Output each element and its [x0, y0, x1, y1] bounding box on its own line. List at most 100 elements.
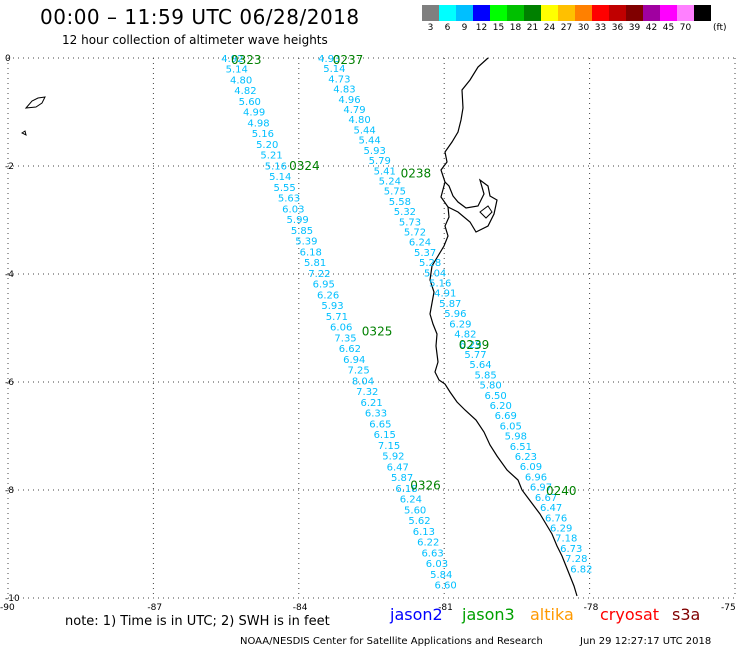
- legend-label: 39: [628, 23, 641, 33]
- wave-height-value: 5.80: [479, 381, 501, 392]
- legend-swatch: [592, 5, 609, 21]
- legend-label: 24: [543, 23, 556, 33]
- axis-tick-labels: 0 -2 -4 -6 -8 -10-90 -87 -84 -81 -78 -75: [0, 54, 736, 613]
- legend-label: 30: [577, 23, 590, 33]
- wave-height-value: 5.21: [260, 151, 282, 162]
- wave-height-value: 5.87: [391, 473, 413, 484]
- wave-height-value: 7.22: [308, 269, 330, 280]
- wave-height-value: 5.55: [273, 183, 295, 194]
- lon-tick-label: -75: [721, 603, 736, 613]
- wave-height-value: 6.21: [361, 398, 383, 409]
- legend-swatch: [677, 5, 694, 21]
- legend-bin: 30: [575, 5, 592, 33]
- legend-label: 15: [492, 23, 505, 33]
- legend-swatch: [524, 5, 541, 21]
- pass-time-label: 0325: [362, 325, 393, 339]
- wave-height-value: 5.85: [291, 226, 313, 237]
- pass-time-label: 0240: [546, 484, 577, 498]
- wave-height-value: 5.62: [408, 516, 430, 527]
- satellite-tracks: 4.925.144.804.825.604.994.985.165.205.21…: [221, 53, 592, 591]
- wave-height-value: 6.60: [435, 581, 457, 592]
- lon-tick-label: -87: [147, 603, 162, 613]
- wave-height-value: 5.63: [278, 194, 300, 205]
- legend-bin: 18: [507, 5, 524, 33]
- satellite-name-jason3: jason3: [462, 605, 515, 624]
- lon-tick-label: -78: [584, 603, 599, 613]
- wave-height-value: 5.73: [399, 217, 421, 228]
- wave-height-value: 6.06: [330, 323, 352, 334]
- wave-height-value: 6.73: [560, 544, 582, 555]
- wave-height-value: 4.83: [333, 85, 355, 96]
- legend-bin: 12: [473, 5, 490, 33]
- satellite-name-jason2: jason2: [390, 605, 443, 624]
- lon-tick-label: -84: [293, 603, 308, 613]
- legend-swatch: [626, 5, 643, 21]
- wave-height-value: 5.24: [379, 176, 401, 187]
- legend-swatch: [422, 5, 439, 21]
- legend-bin: 15: [490, 5, 507, 33]
- wave-height-value: 6.29: [550, 523, 572, 534]
- wave-height-value: 6.50: [485, 391, 507, 402]
- coastline: [21, 57, 578, 597]
- puna-island: [479, 205, 493, 219]
- wave-height-value: 5.58: [389, 197, 411, 208]
- wave-height-value: 5.84: [430, 570, 452, 581]
- gulf-of-guayaquil: [444, 178, 498, 233]
- wave-height-value: 6.18: [395, 484, 417, 495]
- wave-height-value: 6.20: [490, 401, 512, 412]
- wave-height-value: 5.32: [394, 207, 416, 218]
- legend-swatch: [473, 5, 490, 21]
- color-legend: 3 6 9 12 15 18 21 24 27 30 33 36 39 42 45 70 (ft): [422, 5, 727, 33]
- wave-height-value: 4.82: [234, 86, 256, 97]
- wave-height-value: 4.91: [434, 289, 456, 300]
- lon-tick-label: -81: [438, 603, 453, 613]
- lat-tick-label: -8: [5, 486, 14, 496]
- legend-bin: 21: [524, 5, 541, 33]
- legend-swatch: [660, 5, 677, 21]
- wave-height-value: 5.14: [269, 172, 291, 183]
- wave-height-value: 6.05: [500, 421, 522, 432]
- wave-height-value: 6.94: [343, 355, 365, 366]
- wave-height-value: 6.13: [413, 527, 435, 538]
- legend-label: 36: [611, 23, 624, 33]
- wave-height-value: 5.44: [353, 125, 375, 136]
- credit-text: NOAA/NESDIS Center for Satellite Applica…: [240, 636, 543, 647]
- wave-height-value: 5.81: [304, 258, 326, 269]
- wave-height-value: 6.76: [545, 513, 567, 524]
- legend-swatch: [456, 5, 473, 21]
- wave-height-value: 4.73: [328, 74, 350, 85]
- wave-height-value: 6.62: [339, 344, 361, 355]
- legend-bin: 42: [643, 5, 660, 33]
- wave-height-value: 6.23: [515, 452, 537, 463]
- wave-height-value: 5.41: [374, 166, 396, 177]
- pass-time-label: 0324: [289, 159, 320, 173]
- wave-height-value: 6.47: [387, 462, 409, 473]
- wave-height-value: 6.33: [365, 409, 387, 420]
- wave-height-value: 6.29: [459, 340, 481, 351]
- legend-bin: 6: [439, 5, 456, 33]
- wave-height-value: 6.09: [520, 462, 542, 473]
- wave-height-value: 6.03: [426, 559, 448, 570]
- legend-bin: 24: [541, 5, 558, 33]
- satellite-name-cryosat: cryosat: [600, 605, 660, 624]
- footer-note: note: 1) Time is in UTC; 2) SWH is in fe…: [65, 614, 330, 629]
- wave-height-value: 5.79: [369, 156, 391, 167]
- wave-height-value: 5.20: [256, 140, 278, 151]
- wave-height-value: 6.69: [495, 411, 517, 422]
- legend-bin: 36: [609, 5, 626, 33]
- legend-label: 12: [475, 23, 488, 33]
- wave-height-value: 6.29: [449, 319, 471, 330]
- wave-height-value: 5.60: [404, 505, 426, 516]
- wave-height-value: 6.24: [400, 495, 422, 506]
- legend-bin: [694, 5, 711, 33]
- legend-bin: 27: [558, 5, 575, 33]
- wave-height-value: 4.80: [230, 75, 252, 86]
- wave-height-value: 5.71: [326, 312, 348, 323]
- legend-bin: 45: [660, 5, 677, 33]
- wave-height-value: 5.44: [359, 136, 381, 147]
- wave-height-value: 7.15: [378, 441, 400, 452]
- legend-label: 70: [679, 23, 692, 33]
- legend-label: 27: [560, 23, 573, 33]
- wave-height-value: 8.04: [352, 376, 374, 387]
